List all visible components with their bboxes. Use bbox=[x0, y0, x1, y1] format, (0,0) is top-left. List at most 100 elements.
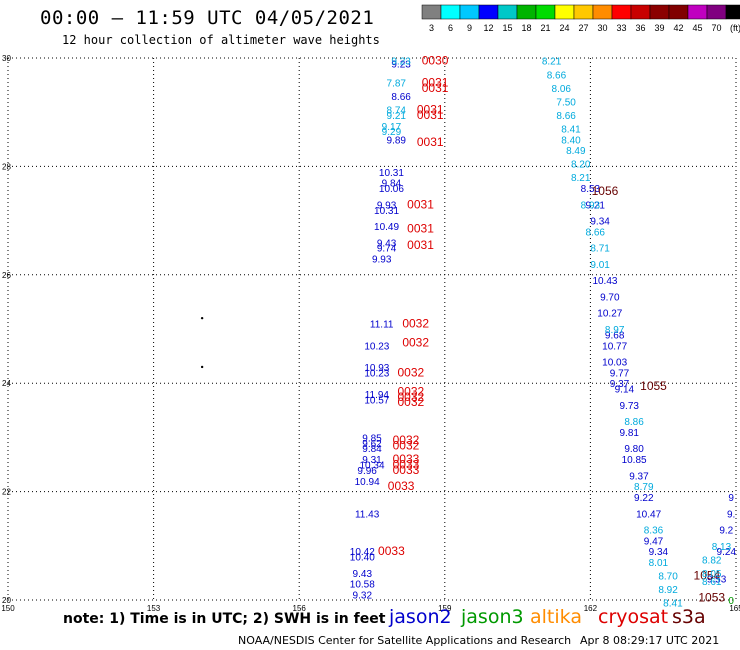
data-point-label: 10.31 bbox=[374, 206, 399, 217]
data-point-label: 9.23 bbox=[391, 57, 411, 68]
legend-item-jason3: jason3 bbox=[461, 606, 524, 628]
data-point-label: 10.42 bbox=[350, 547, 375, 558]
data-point-label: 9.21 bbox=[387, 111, 407, 122]
data-point-label: 9.80 bbox=[624, 444, 644, 455]
data-point-label: 9.23 bbox=[391, 59, 411, 70]
data-point-label: 8.06 bbox=[552, 84, 572, 95]
colorbar: 3 6 9 12 15 18 21 24 27 30 33 36 39 42 45 70 (ft) bbox=[421, 4, 740, 33]
legend-item-jason2: jason2 bbox=[389, 606, 452, 628]
data-point-label: 8.71 bbox=[590, 244, 610, 255]
data-point-label: 8.20 bbox=[571, 160, 591, 171]
data-point-label: 1055 bbox=[640, 379, 667, 393]
data-point-label: 8.82 bbox=[702, 555, 722, 566]
data-point-label: 0030 bbox=[422, 54, 449, 68]
data-point-label: 11.43 bbox=[355, 509, 380, 520]
data-point-label: 10.93 bbox=[364, 363, 389, 374]
data-point-label: 9.93 bbox=[377, 200, 397, 211]
data-point-label: 9.2 bbox=[719, 526, 733, 537]
data-point-label: 8.01 bbox=[649, 558, 669, 569]
colorbar-label: 36 bbox=[635, 23, 645, 33]
data-point-label: 9.34 bbox=[590, 217, 610, 228]
data-point-label: 10.27 bbox=[597, 309, 622, 320]
data-point-label: 0033 bbox=[388, 479, 415, 493]
data-point-label: 0033 bbox=[378, 544, 405, 558]
x-tick-label: 156 bbox=[293, 604, 307, 613]
data-point-label: 9.74 bbox=[377, 244, 397, 255]
data-point-label: 10.34 bbox=[359, 461, 384, 472]
colorbar-label: 27 bbox=[578, 23, 588, 33]
colorbar-label: 3 bbox=[429, 23, 434, 33]
data-point-label: 9.68 bbox=[605, 330, 625, 341]
data-point-label: 10.57 bbox=[364, 395, 389, 406]
data-point-label: 9.17 bbox=[382, 122, 402, 133]
axis-ticks: 150 153 156 159 162 165 20 22 24 26 28 30 bbox=[1, 54, 740, 613]
data-point-label: 10.23 bbox=[364, 368, 389, 379]
data-point-label: 9.43 bbox=[377, 238, 397, 249]
data-point-label: 8.74 bbox=[387, 105, 407, 116]
colorbar-label: 30 bbox=[597, 23, 607, 33]
colorbar-swatch bbox=[687, 4, 708, 20]
data-point-label: 8.70 bbox=[658, 572, 678, 583]
data-point-label: 10.40 bbox=[350, 553, 375, 564]
data-point-label: 8.41 bbox=[561, 124, 581, 135]
data-point-label: 8.40 bbox=[561, 135, 581, 146]
data-point-label: 0033 bbox=[393, 452, 420, 466]
colorbar-label: 9 bbox=[467, 23, 472, 33]
data-point-label: 10.85 bbox=[622, 455, 647, 466]
data-point-label: 0032 bbox=[397, 384, 424, 398]
data-point-label: 9.43 bbox=[353, 569, 373, 580]
data-point-label: 9.24 bbox=[717, 547, 737, 558]
data-point-label: 9.32 bbox=[353, 591, 373, 602]
colorbar-label: 6 bbox=[448, 23, 453, 33]
data-point-label: 8.21 bbox=[571, 173, 591, 184]
data-point-label: 0031 bbox=[422, 75, 449, 89]
data-point-label: 9. bbox=[727, 509, 735, 520]
data-point-label: 9.47 bbox=[644, 536, 664, 547]
y-tick-label: 26 bbox=[2, 271, 11, 280]
data-point-label: 9.29 bbox=[382, 127, 402, 138]
colorbar-label: 33 bbox=[616, 23, 626, 33]
data-point-label: 9.14 bbox=[615, 385, 635, 396]
data-point-label: 7.50 bbox=[556, 97, 576, 108]
colorbar-swatch bbox=[478, 4, 499, 20]
data-point-label: 11.94 bbox=[365, 390, 390, 401]
data-point-label: 9.31 bbox=[362, 455, 382, 466]
colorbar-label: 18 bbox=[521, 23, 531, 33]
colorbar-swatch bbox=[592, 4, 613, 20]
data-point-label: 9.37 bbox=[629, 471, 649, 482]
colorbar-swatch bbox=[516, 4, 537, 20]
legend-item-cryosat: cryosat bbox=[598, 606, 669, 628]
legend-item-altika: altika bbox=[530, 606, 582, 628]
x-tick-label: 165 bbox=[729, 604, 740, 613]
x-tick-label: 162 bbox=[584, 604, 598, 613]
data-points: 9.238.669.8910.319.8410.069.9310.3110.49… bbox=[200, 54, 737, 610]
colorbar-label: 39 bbox=[654, 23, 664, 33]
data-point-label: 9.96 bbox=[357, 466, 377, 477]
colorbar-swatch bbox=[630, 4, 651, 20]
data-point-label: 0031 bbox=[417, 108, 444, 122]
data-point-label: 0032 bbox=[393, 433, 420, 447]
data-point-label: 9.84 bbox=[382, 179, 402, 190]
data-point-label: 0031 bbox=[417, 102, 444, 116]
data-point-label: 0031 bbox=[407, 238, 434, 252]
data-point-label: 8.13 bbox=[712, 542, 732, 553]
colorbar-swatch bbox=[573, 4, 594, 20]
data-point-label: 0032 bbox=[397, 395, 424, 409]
data-point-label: 8.66 bbox=[586, 227, 606, 238]
data-point-label: 8.49 bbox=[566, 146, 586, 157]
y-tick-label: 20 bbox=[2, 596, 11, 605]
data-point-label: 0031 bbox=[407, 222, 434, 236]
footer-credit: NOAA/NESDIS Center for Satellite Applica… bbox=[238, 634, 572, 647]
data-point-marker bbox=[200, 316, 204, 320]
data-point-label: 8.93 bbox=[581, 200, 601, 211]
data-point-label: 8.79 bbox=[634, 482, 654, 493]
data-point-label: 0031 bbox=[407, 197, 434, 211]
data-point-label: 9.37 bbox=[610, 379, 630, 390]
data-point-label: 8.05 bbox=[702, 569, 722, 580]
data-point-label: 8.36 bbox=[644, 526, 664, 537]
colorbar-label: 70 bbox=[711, 23, 721, 33]
data-point-label: 9.62 bbox=[362, 439, 382, 450]
y-tick-label: 24 bbox=[2, 379, 11, 388]
data-point-label: 7.87 bbox=[387, 78, 407, 89]
